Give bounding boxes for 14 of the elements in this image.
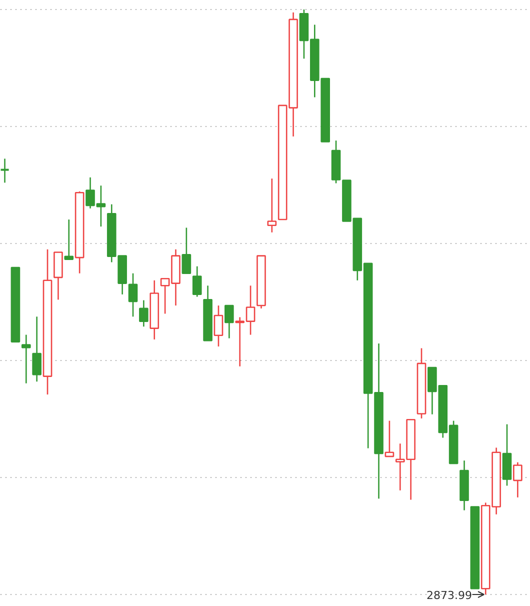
candlestick [384,420,394,458]
candlestick [182,227,192,274]
candlestick [139,300,148,328]
candlestick [267,178,277,234]
candlestick [128,272,138,318]
candlestick [513,462,522,498]
candlestick [192,266,202,298]
candlestick [21,334,31,384]
candlestick [224,304,234,339]
candlestick [0,158,9,184]
candlestick [214,304,224,348]
annotation: 2873.99 [426,589,472,602]
candlestick [32,316,42,382]
candlestick [64,218,74,260]
